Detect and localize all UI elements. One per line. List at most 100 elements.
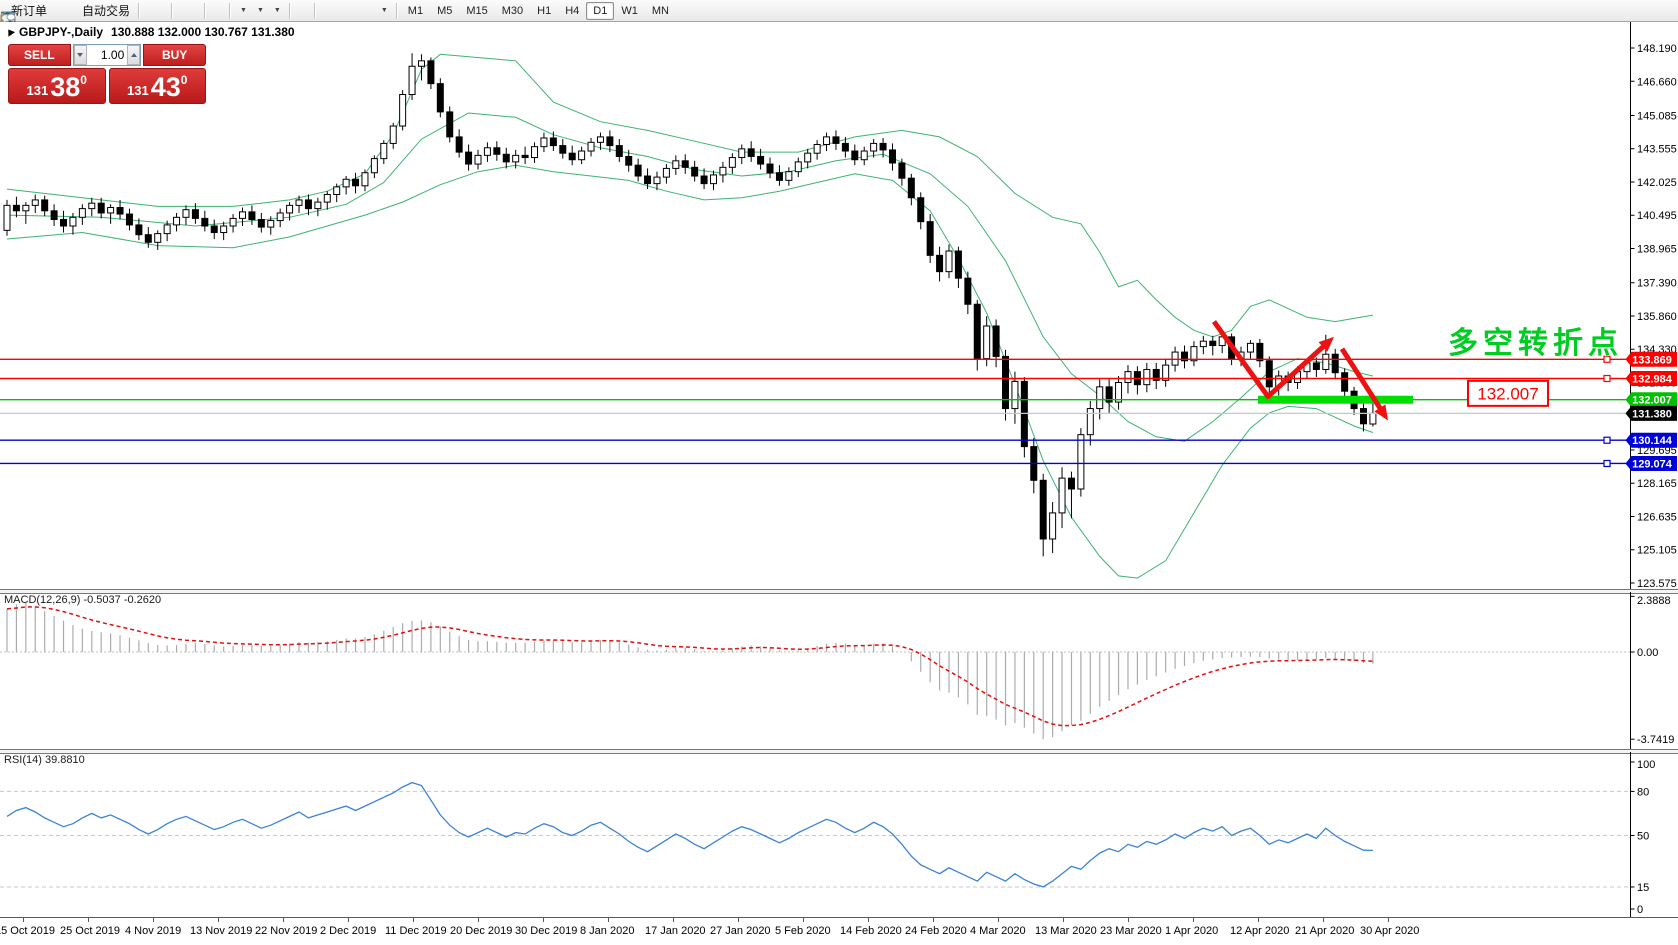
price-axis-label: 126.635: [1637, 511, 1677, 523]
toolbar-separator: [229, 2, 231, 19]
toolbar-zoom-in-button[interactable]: [1, 0, 184, 26]
chevron-down-icon: ▼: [240, 7, 247, 14]
line-handle[interactable]: [1603, 459, 1611, 468]
toolbar-trendline-button[interactable]: [1, 0, 343, 25]
toolbar-fibo-button[interactable]: F: [2, 0, 359, 27]
tf-mn-button[interactable]: MN: [651, 4, 669, 17]
line-handle[interactable]: [1603, 436, 1611, 444]
toolbar-group-zooming: [1, 0, 200, 26]
time-axis[interactable]: 15 Oct 2019 25 Oct 2019 4 Nov 2019 13 Nov 2…: [0, 917, 1678, 945]
macd-indicator-label: MACD(12,26,9) -0.5037 -0.2620: [4, 594, 162, 606]
bollinger-upper-band[interactable]: [6, 53, 1373, 338]
symbol-period-label: GBPJPY-,Daily: [19, 25, 104, 39]
turning-point-annotation[interactable]: 多空转折点: [1447, 327, 1623, 361]
buy-button[interactable]: BUY: [143, 44, 206, 66]
toolbar-search-button[interactable]: [1, 0, 1666, 25]
date-tick: [23, 918, 24, 922]
tf-m30-button[interactable]: M30: [501, 4, 524, 17]
toolbar-group-scrolling: [1, 0, 225, 27]
price-axis-label: 138.965: [1637, 244, 1677, 256]
toolbar-vline-button[interactable]: [7, 0, 327, 25]
rsi-axis-label: 100: [1637, 759, 1655, 771]
bollinger-lower-band[interactable]: [6, 164, 1374, 579]
tf-d1-button[interactable]: D1: [586, 1, 615, 20]
panel-separator[interactable]: [0, 589, 1678, 594]
price-label-box[interactable]: 132.007: [1467, 379, 1549, 407]
date-tick: [218, 918, 219, 922]
price-tag-129.074: 129.074: [1625, 455, 1677, 471]
date-tick: [413, 918, 414, 922]
toolbar-templates-button[interactable]: ▼: [1, 0, 285, 24]
volume-decrease-button[interactable]: [73, 45, 87, 65]
toolbar-candles-chart-button[interactable]: [2, 0, 159, 26]
toolbar-shapes-button[interactable]: ▼: [3, 0, 392, 24]
toolbar-separator: [171, 2, 173, 19]
toolbar-bars-chart-button[interactable]: [2, 0, 151, 24]
toolbar-text-button[interactable]: A: [4, 0, 367, 27]
date-tick: [868, 918, 869, 922]
macd-panel[interactable]: 2.3888 0.00 -3.7419: [0, 592, 1678, 749]
date-tick: [608, 918, 609, 922]
date-label: 17 Jan 2020: [645, 925, 706, 937]
panel-separator[interactable]: [0, 749, 1678, 754]
tf-m15-button[interactable]: M15: [466, 4, 488, 17]
toolbar-group-pointer: [2, 0, 310, 26]
spin-up-icon: [130, 53, 137, 57]
volume-input[interactable]: 1.00: [100, 48, 125, 62]
toolbar-line-chart-button[interactable]: [0, 0, 167, 23]
date-label: 13 Nov 2019: [190, 925, 253, 937]
svg-text:132.984: 132.984: [1632, 373, 1673, 385]
sell-price-button[interactable]: 131 38 0: [8, 68, 106, 104]
collapse-panel-icon[interactable]: [5, 27, 15, 37]
toolbar-horn-button[interactable]: [0, 0, 59, 25]
tf-m1-button[interactable]: M1: [407, 4, 424, 17]
chart-window[interactable]: GBPJPY-,Daily 130.888 132.000 130.767 13…: [0, 22, 1678, 945]
toolbar-crosshair-button[interactable]: [2, 0, 310, 25]
rsi-panel[interactable]: 100 80 50 15 0: [0, 752, 1678, 917]
date-tick: [1323, 918, 1324, 922]
toolbar-tile-windows-button[interactable]: [1, 0, 200, 26]
chevron-down-icon: ▼: [256, 7, 264, 14]
tf-h1-button[interactable]: H1: [537, 4, 552, 17]
toolbar-signals-button[interactable]: [2, 0, 75, 23]
toolbar-new-chart-button[interactable]: ▼: [1, 0, 251, 26]
date-label: 30 Dec 2019: [515, 925, 578, 937]
toolbar-hline-button[interactable]: [2, 0, 335, 22]
toolbar-channel-button[interactable]: E: [0, 0, 351, 27]
toolbar-contacts-button[interactable]: [1, 0, 67, 25]
line-handle[interactable]: [1603, 374, 1611, 383]
trend-arrow-1[interactable]: [1211, 320, 1334, 400]
volume-increase-button[interactable]: [127, 45, 141, 65]
buy-price-button[interactable]: 131 43 0: [108, 68, 206, 104]
toolbar-separator: [138, 2, 140, 19]
date-tick: [543, 918, 544, 922]
bollinger-middle-band[interactable]: [6, 112, 1374, 442]
tf-m5-button[interactable]: M5: [437, 4, 453, 17]
rsi-axis-label: 80: [1637, 786, 1649, 798]
chevron-down-icon: ▼: [273, 7, 281, 14]
price-axis-label: 148.190: [1637, 43, 1677, 55]
price-tag-130.144: 130.144: [1625, 432, 1677, 448]
trend-arrow-2[interactable]: [1339, 347, 1388, 421]
price-axis-label: 125.105: [1637, 545, 1677, 557]
line-handle[interactable]: [1603, 355, 1611, 363]
toolbar-zoom-out-button[interactable]: [1, 0, 192, 26]
date-tick: [1258, 918, 1259, 922]
toolbar-right-icons: [1, 0, 1674, 25]
main-price-chart[interactable]: 148.190 146.660 145.085 143.555 142.025 140.4…: [0, 22, 1678, 589]
date-tick: [1193, 918, 1194, 922]
tf-h4-button[interactable]: H4: [565, 4, 580, 17]
toolbar-text-label-button[interactable]: T: [1, 0, 375, 26]
macd-signal-line: [6, 606, 1373, 727]
toolbar-community-button[interactable]: [1, 0, 1674, 25]
toolbar-auto-scroll-button[interactable]: [1, 0, 217, 27]
toolbar-periods-button[interactable]: ▼: [1, 0, 268, 26]
toolbar-chart-shift-button[interactable]: [1, 0, 225, 25]
sell-button[interactable]: SELL: [8, 44, 71, 66]
toolbar-cursor-button[interactable]: [4, 0, 302, 26]
toolbar-autotrade-button[interactable]: 自动交易: [0, 0, 134, 26]
svg-text:133.869: 133.869: [1632, 354, 1672, 366]
date-label: 22 Nov 2019: [255, 925, 318, 937]
tf-w1-button[interactable]: W1: [621, 4, 638, 17]
